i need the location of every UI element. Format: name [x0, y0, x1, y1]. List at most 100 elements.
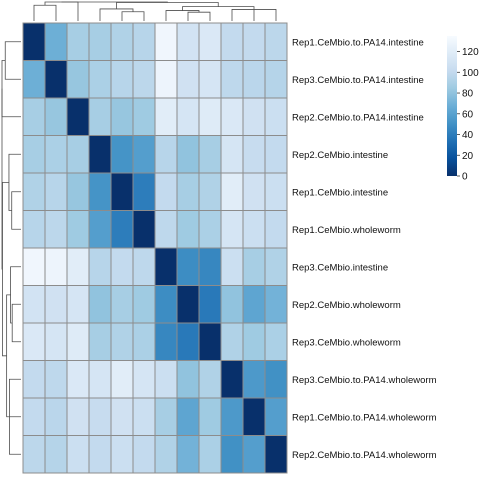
heatmap-cell	[22, 247, 46, 286]
heatmap-cell	[264, 210, 288, 249]
heatmap-cell	[220, 172, 244, 211]
heatmap-cell	[198, 22, 222, 61]
heatmap-cell	[264, 97, 288, 136]
heatmap-cell	[176, 322, 200, 361]
legend-tick-label: 120	[462, 47, 479, 58]
heatmap-cell	[110, 172, 134, 211]
heatmap-cell	[66, 135, 90, 174]
heatmap-cell	[198, 172, 222, 211]
heatmap-cell	[88, 435, 112, 474]
heatmap-cell	[264, 435, 288, 474]
dendrogram-branch	[165, 10, 200, 21]
heatmap-cell	[198, 435, 222, 474]
heatmap-cell	[110, 360, 134, 399]
row-label: Rep1.CeMbio.to.PA14.wholeworm	[292, 412, 437, 423]
heatmap-cell	[88, 97, 112, 136]
heatmap-cell	[154, 397, 178, 436]
heatmap-cell	[132, 97, 156, 136]
heatmap-cell	[176, 247, 200, 286]
heatmap-cell	[88, 322, 112, 361]
dendrogram-branch	[99, 8, 134, 21]
heatmap-cell	[176, 172, 200, 211]
heatmap-cell	[22, 360, 46, 399]
legend-colorbar	[447, 36, 457, 176]
legend-tick-label: 100	[462, 68, 479, 79]
heatmap-cell	[22, 322, 46, 361]
heatmap-cell	[44, 135, 68, 174]
heatmap-cell	[66, 322, 90, 361]
heatmap-cell	[132, 172, 156, 211]
heatmap-cell	[220, 285, 244, 324]
heatmap-cell	[176, 397, 200, 436]
heatmap-cell	[132, 360, 156, 399]
heatmap-cell	[176, 210, 200, 249]
heatmap-cell	[154, 285, 178, 324]
heatmap-cell	[220, 135, 244, 174]
row-label: Rep2.CeMbio.to.PA14.wholeworm	[292, 450, 437, 461]
dendrogram-branch	[187, 11, 211, 21]
heatmap-cell	[132, 247, 156, 286]
heatmap-cell	[242, 172, 266, 211]
heatmap-cell	[176, 285, 200, 324]
heatmap-cell	[66, 247, 90, 286]
color-legend: 0 20 40 60 80 100 120	[447, 36, 479, 183]
heatmap-cell	[264, 247, 288, 286]
heatmap-cell	[220, 247, 244, 286]
heatmap-cell	[198, 397, 222, 436]
heatmap-cell	[88, 22, 112, 61]
heatmap-cell	[242, 285, 266, 324]
heatmap-cell	[154, 210, 178, 249]
heatmap-cell	[220, 397, 244, 436]
heatmap-cell	[198, 285, 222, 324]
heatmap-cell	[22, 172, 46, 211]
heatmap-cell	[110, 397, 134, 436]
heatmap-cell	[242, 135, 266, 174]
heatmap-cell	[110, 322, 134, 361]
heatmap-cell	[154, 135, 178, 174]
heatmap-cell	[220, 435, 244, 474]
heatmap-cell	[154, 97, 178, 136]
heatmap-cell	[264, 322, 288, 361]
heatmap-cell	[220, 97, 244, 136]
heatmap-cell	[198, 60, 222, 99]
heatmap-cell	[132, 435, 156, 474]
heatmap-cell	[264, 397, 288, 436]
row-label: Rep2.CeMbio.intestine	[292, 150, 388, 161]
heatmap-cell	[22, 22, 46, 61]
heatmap-cell	[22, 435, 46, 474]
heatmap-cell	[66, 285, 90, 324]
heatmap-cell	[66, 435, 90, 474]
heatmap-cell	[22, 60, 46, 99]
heatmap-cell	[44, 285, 68, 324]
heatmap-cell	[242, 247, 266, 286]
heatmap-cell	[66, 360, 90, 399]
heatmap-cell	[66, 22, 90, 61]
heatmap-cell	[110, 22, 134, 61]
heatmap-cell	[132, 285, 156, 324]
heatmap-cell	[220, 22, 244, 61]
heatmap-cell	[44, 60, 68, 99]
heatmap-cell	[88, 135, 112, 174]
heatmap-cell	[44, 435, 68, 474]
heatmap-cell	[110, 247, 134, 286]
heatmap-cell	[176, 60, 200, 99]
heatmap-cell	[220, 60, 244, 99]
heatmap-cell	[88, 60, 112, 99]
dendrogram-branch	[2, 181, 9, 357]
heatmap-cell	[176, 435, 200, 474]
heatmap-cell	[220, 360, 244, 399]
row-labels: Rep1.CeMbio.to.PA14.intestine Rep3.CeMbio…	[292, 37, 437, 461]
heatmap-cell	[154, 360, 178, 399]
column-dendrogram	[33, 1, 277, 21]
heatmap-cell	[264, 22, 288, 61]
heatmap-cell	[88, 397, 112, 436]
heatmap-cell	[22, 285, 46, 324]
row-label: Rep3.CeMbio.to.PA14.wholeworm	[292, 375, 437, 386]
row-label: Rep3.CeMbio.wholeworm	[292, 337, 401, 348]
heatmap-cell	[154, 247, 178, 286]
dendrogram-branch	[121, 11, 145, 21]
legend-ticks: 0 20 40 60 80 100 120	[457, 47, 479, 183]
heatmap-cell	[154, 60, 178, 99]
heatmap-cell	[66, 397, 90, 436]
